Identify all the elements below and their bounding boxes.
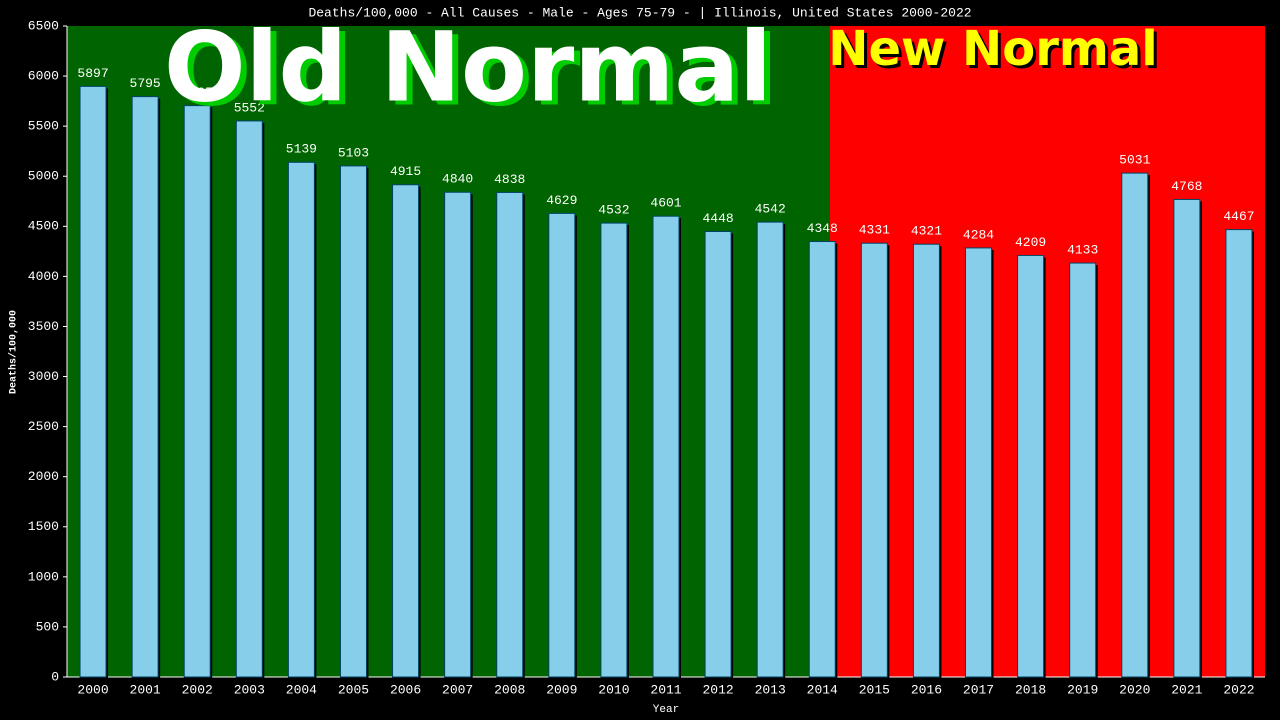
- bar: [756, 221, 784, 678]
- y-tick-label: 4500: [28, 219, 59, 234]
- y-tick-label: 5500: [28, 119, 59, 134]
- bar: [1017, 254, 1045, 678]
- x-tick-label: 2009: [546, 682, 577, 697]
- x-tick-label: 2014: [807, 682, 838, 697]
- y-tick-label: 6000: [28, 69, 59, 84]
- old-normal-annotation: Old Normal: [164, 11, 772, 123]
- x-tick-label: 2015: [859, 682, 890, 697]
- value-label: 4915: [390, 164, 421, 179]
- value-label: 4629: [546, 193, 577, 208]
- x-tick-label: 2008: [494, 682, 525, 697]
- value-label: 4467: [1223, 209, 1254, 224]
- x-tick-label: 2007: [442, 682, 473, 697]
- value-label: 5139: [286, 142, 317, 157]
- x-tick-label: 2022: [1223, 682, 1254, 697]
- bar: [1225, 229, 1253, 678]
- value-label: 4348: [807, 221, 838, 236]
- bar: [131, 96, 159, 678]
- bar: [79, 85, 107, 678]
- y-tick-label: 6500: [28, 18, 59, 33]
- x-tick-label: 2000: [77, 682, 108, 697]
- x-tick-label: 2004: [286, 682, 317, 697]
- y-tick-label: 3000: [28, 369, 59, 384]
- value-label: 5031: [1119, 153, 1150, 168]
- x-axis-label: Year: [653, 704, 679, 716]
- x-tick-label: 2003: [234, 682, 265, 697]
- value-label: 5552: [234, 100, 265, 115]
- value-label: 5103: [338, 145, 369, 160]
- value-label: 4133: [1067, 243, 1098, 258]
- bar: [287, 161, 315, 678]
- bar: [1069, 262, 1097, 678]
- x-tick-label: 2017: [963, 682, 994, 697]
- x-tick-label: 2002: [182, 682, 213, 697]
- x-tick-label: 2005: [338, 682, 369, 697]
- x-tick-label: 2018: [1015, 682, 1046, 697]
- value-label: 4321: [911, 224, 942, 239]
- annotation-shadow: Old Normal: [170, 15, 778, 127]
- bar: [912, 243, 940, 678]
- x-tick-label: 2011: [650, 682, 681, 697]
- y-tick-label: 3500: [28, 319, 59, 334]
- bar: [1121, 172, 1149, 678]
- value-label: 4331: [859, 223, 890, 238]
- value-label: 4840: [442, 172, 473, 187]
- value-label: 4768: [1171, 179, 1202, 194]
- y-tick-label: 2500: [28, 419, 59, 434]
- bar: [444, 191, 472, 678]
- x-tick-label: 2020: [1119, 682, 1150, 697]
- x-tick-label: 2019: [1067, 682, 1098, 697]
- bar: [235, 120, 263, 678]
- bar: [808, 241, 836, 678]
- value-label: 5705: [182, 85, 213, 100]
- value-label: 4284: [963, 227, 994, 242]
- y-tick-label: 4000: [28, 269, 59, 284]
- bar: [600, 222, 628, 678]
- y-tick-label: 1000: [28, 569, 59, 584]
- value-label: 5897: [77, 66, 108, 81]
- x-tick-label: 2021: [1171, 682, 1202, 697]
- x-tick-label: 2012: [702, 682, 733, 697]
- x-tick-label: 2006: [390, 682, 421, 697]
- bar: [860, 242, 888, 678]
- value-label: 4532: [598, 203, 629, 218]
- y-tick-label: 1500: [28, 519, 59, 534]
- bar: [496, 191, 524, 678]
- bar: [183, 105, 211, 678]
- chart-title: Deaths/100,000 - All Causes - Male - Age…: [308, 5, 971, 20]
- bar: [548, 212, 576, 678]
- x-tick-label: 2013: [755, 682, 786, 697]
- y-axis-label: Deaths/100,000: [8, 310, 20, 394]
- y-tick-label: 0: [51, 669, 59, 684]
- value-label: 4542: [755, 202, 786, 217]
- new-normal-annotation: New Normal: [828, 21, 1157, 77]
- value-label: 4448: [702, 211, 733, 226]
- bars: 0 500 1000 1500 2000 2500 3000 3500 4000 4500 5000…: [28, 18, 1265, 697]
- bar: [339, 165, 367, 678]
- value-label: 4209: [1015, 235, 1046, 250]
- y-tick-label: 2000: [28, 469, 59, 484]
- bar: [1173, 198, 1201, 678]
- bar: [392, 184, 420, 678]
- value-label: 5795: [130, 76, 161, 91]
- value-label: 4838: [494, 172, 525, 187]
- x-tick-label: 2001: [130, 682, 161, 697]
- y-tick-label: 5000: [28, 169, 59, 184]
- y-tick-label: 500: [36, 619, 59, 634]
- bar: [965, 247, 993, 678]
- annotation-shadow: New Normal: [831, 24, 1160, 80]
- x-tick-label: 2010: [598, 682, 629, 697]
- bar: [652, 215, 680, 678]
- value-label: 4601: [650, 196, 681, 211]
- bar: [704, 231, 732, 678]
- x-tick-label: 2016: [911, 682, 942, 697]
